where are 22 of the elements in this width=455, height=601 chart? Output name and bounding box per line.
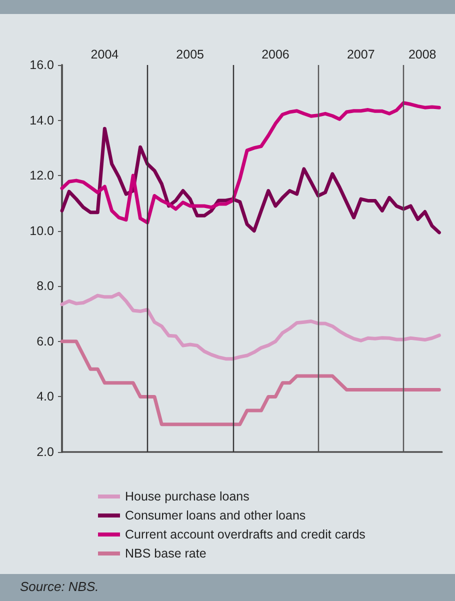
x-tick-label: 2006 [262,48,290,62]
line-series [60,340,441,426]
y-tick-label: 2.0 [36,445,54,459]
y-tick-label: 10.0 [30,224,54,238]
y-tick-label: 6.0 [36,334,54,348]
legend-label: NBS base rate [125,546,206,560]
y-tick-label: 16.0 [30,58,54,72]
x-tick-label: 2007 [346,48,375,62]
legend-label: House purchase loans [125,490,250,504]
y-tick-label: 14.0 [30,113,54,128]
x-tick-label: 2004 [90,48,119,62]
x-tick-label: 2008 [408,48,436,62]
y-tick-label: 12.0 [30,168,54,183]
x-tick-label: 2005 [176,48,204,62]
line-series [60,292,441,361]
source-note: Source: NBS. [20,579,99,594]
line-series [60,101,441,224]
line-series [60,126,441,234]
legend-label: Consumer loans and other loans [125,508,306,522]
legend-label: Current account overdrafts and credit cards [125,528,366,542]
y-tick-label: 8.0 [36,279,54,294]
y-tick-label: 4.0 [36,390,54,404]
